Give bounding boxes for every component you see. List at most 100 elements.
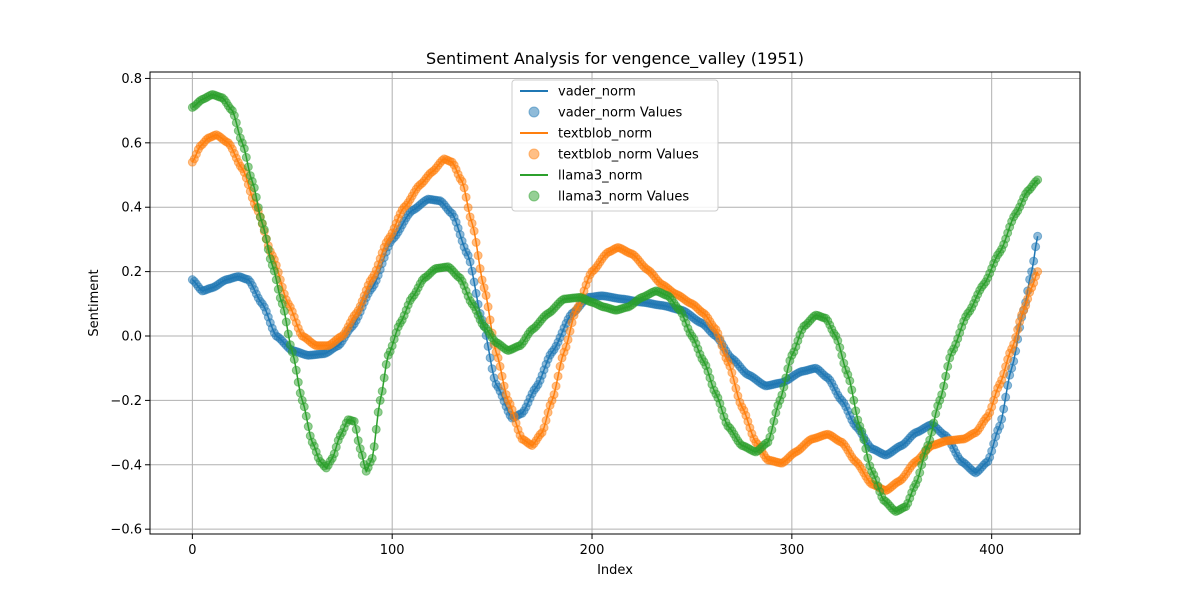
data-point-llama3_norm	[299, 402, 309, 412]
data-point-llama3_norm	[371, 424, 381, 434]
data-point-llama3_norm	[937, 390, 947, 400]
data-point-llama3_norm	[943, 361, 953, 371]
data-point-llama3_norm	[351, 424, 361, 434]
x-tick-label: 400	[979, 543, 1004, 558]
y-tick-label: 0.4	[121, 201, 142, 216]
data-point-textblob_norm	[561, 342, 571, 352]
data-point-llama3_norm	[779, 382, 789, 392]
data-point-vader_norm	[467, 266, 477, 276]
x-tick-label: 100	[380, 543, 405, 558]
data-point-llama3_norm	[917, 460, 927, 470]
data-point-vader_norm	[1029, 256, 1039, 266]
series-textblob_norm	[187, 130, 1043, 496]
legend-marker-swatch	[528, 106, 540, 118]
legend-box	[511, 79, 719, 212]
data-point-llama3_norm	[941, 371, 951, 381]
data-point-textblob_norm	[499, 381, 509, 391]
y-tick-label: −0.4	[110, 458, 142, 473]
data-point-textblob_norm	[563, 335, 573, 345]
data-point-llama3_norm	[243, 162, 253, 172]
data-point-llama3_norm	[1033, 175, 1043, 185]
data-point-llama3_norm	[925, 435, 935, 445]
data-point-llama3_norm	[367, 453, 377, 463]
data-point-textblob_norm	[495, 361, 505, 371]
data-point-llama3_norm	[929, 418, 939, 428]
data-point-textblob_norm	[1011, 332, 1021, 342]
legend-entry-label: llama3_norm Values	[558, 190, 689, 205]
data-point-llama3_norm	[283, 329, 293, 339]
data-point-llama3_norm	[291, 365, 301, 375]
data-point-textblob_norm	[469, 226, 479, 236]
data-point-textblob_norm	[483, 302, 493, 312]
data-point-vader_norm	[471, 288, 481, 298]
data-point-vader_norm	[999, 404, 1009, 414]
data-point-llama3_norm	[271, 275, 281, 285]
data-point-llama3_norm	[777, 390, 787, 400]
data-point-llama3_norm	[845, 376, 855, 386]
data-point-llama3_norm	[851, 406, 861, 416]
data-point-llama3_norm	[373, 407, 383, 417]
data-point-llama3_norm	[295, 388, 305, 398]
data-point-llama3_norm	[769, 416, 779, 426]
legend-marker-swatch	[528, 148, 540, 160]
data-point-textblob_norm	[731, 383, 741, 393]
data-point-textblob_norm	[567, 318, 577, 328]
data-point-textblob_norm	[1033, 267, 1043, 277]
data-point-llama3_norm	[771, 408, 781, 418]
data-point-vader_norm	[997, 414, 1007, 424]
data-point-llama3_norm	[767, 425, 777, 435]
data-point-llama3_norm	[849, 395, 859, 405]
legend-entry-label: textblob_norm Values	[558, 148, 699, 163]
data-point-llama3_norm	[927, 427, 937, 437]
data-point-textblob_norm	[461, 192, 471, 202]
data-point-textblob_norm	[729, 375, 739, 385]
data-point-textblob_norm	[551, 381, 561, 391]
data-point-llama3_norm	[259, 225, 269, 235]
data-point-textblob_norm	[459, 183, 469, 193]
data-point-llama3_norm	[249, 183, 259, 193]
legend-marker-swatch	[528, 190, 540, 202]
data-point-llama3_norm	[251, 192, 261, 202]
data-point-llama3_norm	[765, 432, 775, 442]
data-point-llama3_norm	[287, 347, 297, 357]
data-point-llama3_norm	[837, 350, 847, 360]
data-point-textblob_norm	[471, 237, 481, 247]
data-point-llama3_norm	[939, 381, 949, 391]
data-point-textblob_norm	[565, 326, 575, 336]
y-tick-label: 0.8	[121, 72, 142, 87]
legend-entry-label: vader_norm Values	[558, 106, 683, 121]
data-point-textblob_norm	[463, 203, 473, 213]
data-point-llama3_norm	[277, 299, 287, 309]
data-point-textblob_norm	[485, 315, 495, 325]
data-point-textblob_norm	[481, 290, 491, 300]
data-point-textblob_norm	[555, 361, 565, 371]
data-point-llama3_norm	[281, 317, 291, 327]
data-point-textblob_norm	[473, 251, 483, 261]
data-point-llama3_norm	[369, 442, 379, 452]
data-point-textblob_norm	[477, 275, 487, 285]
data-point-llama3_norm	[303, 422, 313, 432]
data-point-llama3_norm	[261, 234, 271, 244]
data-point-textblob_norm	[1013, 325, 1023, 335]
legend-entry-label: vader_norm	[558, 85, 636, 100]
data-point-llama3_norm	[783, 364, 793, 374]
y-axis-label: Sentiment	[87, 269, 102, 336]
data-point-textblob_norm	[541, 415, 551, 425]
legend-entry-label: llama3_norm	[558, 169, 643, 184]
data-point-llama3_norm	[381, 359, 391, 369]
data-point-textblob_norm	[549, 390, 559, 400]
data-point-llama3_norm	[835, 342, 845, 352]
data-point-llama3_norm	[375, 395, 385, 405]
x-tick-label: 200	[580, 543, 605, 558]
data-point-llama3_norm	[861, 444, 871, 454]
y-tick-label: −0.6	[110, 523, 142, 538]
data-point-llama3_norm	[263, 244, 273, 254]
data-point-textblob_norm	[467, 218, 477, 228]
y-tick-label: 0.0	[121, 330, 142, 345]
data-point-vader_norm	[1031, 242, 1041, 252]
y-tick-label: 0.2	[121, 265, 142, 280]
y-tick-label: −0.2	[110, 394, 142, 409]
data-point-llama3_norm	[353, 436, 363, 446]
